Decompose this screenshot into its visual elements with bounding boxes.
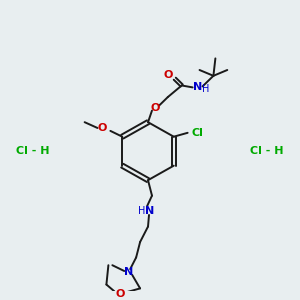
Text: H: H — [138, 206, 146, 216]
Text: H: H — [202, 84, 209, 94]
Text: Cl - H: Cl - H — [250, 146, 284, 156]
Text: O: O — [98, 123, 107, 133]
Text: O: O — [116, 289, 125, 299]
Text: N: N — [193, 82, 202, 92]
Text: N: N — [146, 206, 154, 216]
Text: Cl - H: Cl - H — [16, 146, 50, 156]
Text: N: N — [124, 267, 133, 277]
Text: O: O — [163, 70, 172, 80]
Text: Cl: Cl — [192, 128, 203, 138]
Text: O: O — [150, 103, 160, 113]
